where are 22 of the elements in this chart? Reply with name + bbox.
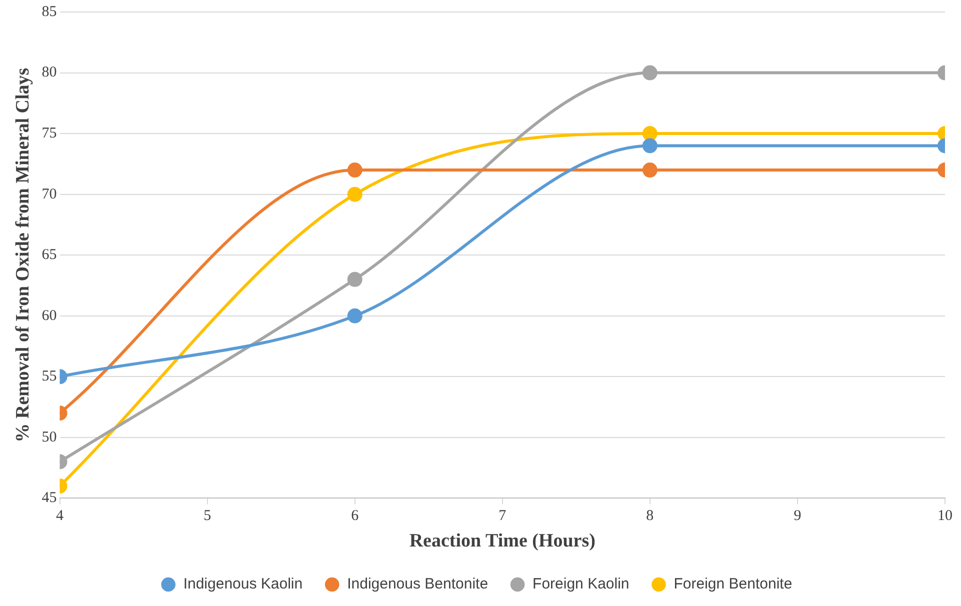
y-axis-title: % Removal of Iron Oxide from Mineral Clays [12,68,34,442]
x-tick-label: 9 [794,508,802,524]
x-tick-label: 4 [56,508,64,524]
y-tick-label: 85 [42,4,57,20]
legend-label: Indigenous Bentonite [347,576,488,593]
y-tick-label: 65 [42,247,57,264]
y-tick-label: 45 [42,490,57,506]
y-tick-label: 55 [42,368,57,385]
y-tick-label: 60 [42,308,57,324]
x-tick-label: 10 [938,508,952,524]
y-tick-label: 75 [42,125,57,142]
x-tick-label: 7 [498,508,507,524]
legend-label: Foreign Bentonite [674,576,792,593]
y-tick-label: 70 [42,186,57,202]
y-tick-label: 80 [42,64,57,81]
y-tick-label: 50 [42,429,57,446]
x-tick-label: 8 [646,508,654,524]
legend-label: Indigenous Kaolin [183,576,303,593]
x-axis-title: Reaction Time (Hours) [409,530,596,552]
x-tick-label: 5 [204,508,212,524]
legend-label: Foreign Kaolin [532,576,630,593]
x-tick-label: 6 [351,508,360,524]
